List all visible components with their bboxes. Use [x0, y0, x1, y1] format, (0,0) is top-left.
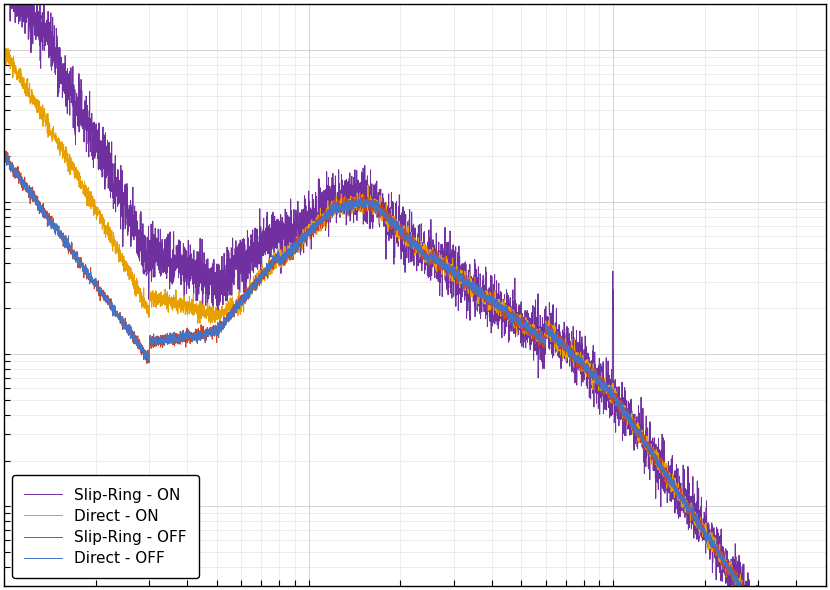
Direct - ON — [492, 306, 502, 313]
Slip-Ring - ON — [492, 306, 502, 313]
Slip-Ring - OFF — [1, 148, 11, 155]
Direct - ON — [0, 38, 9, 45]
Slip-Ring - OFF — [313, 222, 323, 229]
Slip-Ring - OFF — [534, 333, 544, 340]
Legend: Slip-Ring - ON, Direct - ON, Slip-Ring - OFF, Direct - OFF: Slip-Ring - ON, Direct - ON, Slip-Ring -… — [12, 476, 199, 578]
Slip-Ring - ON — [613, 389, 622, 396]
Line: Slip-Ring - ON: Slip-Ring - ON — [4, 0, 826, 590]
Direct - ON — [613, 392, 622, 399]
Slip-Ring - ON — [534, 323, 544, 330]
Direct - OFF — [0, 149, 10, 156]
Direct - OFF — [492, 296, 502, 303]
Line: Direct - ON: Direct - ON — [4, 41, 826, 590]
Slip-Ring - OFF — [675, 493, 685, 500]
Slip-Ring - OFF — [613, 392, 622, 399]
Direct - OFF — [613, 401, 622, 408]
Direct - OFF — [534, 333, 544, 340]
Direct - ON — [313, 211, 323, 218]
Direct - OFF — [313, 219, 323, 226]
Direct - ON — [675, 488, 685, 495]
Direct - OFF — [0, 153, 9, 160]
Slip-Ring - ON — [149, 240, 159, 247]
Slip-Ring - OFF — [492, 300, 502, 307]
Slip-Ring - OFF — [149, 332, 159, 339]
Slip-Ring - ON — [313, 183, 323, 190]
Direct - OFF — [149, 337, 159, 344]
Line: Slip-Ring - OFF: Slip-Ring - OFF — [4, 151, 826, 590]
Direct - OFF — [675, 494, 685, 501]
Direct - ON — [149, 301, 159, 308]
Slip-Ring - OFF — [0, 152, 9, 159]
Direct - ON — [534, 335, 544, 342]
Line: Direct - OFF: Direct - OFF — [4, 152, 826, 590]
Slip-Ring - ON — [675, 485, 685, 492]
